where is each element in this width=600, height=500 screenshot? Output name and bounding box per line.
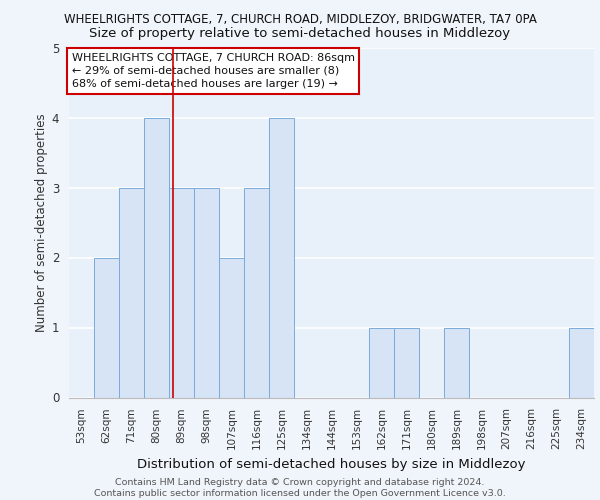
Bar: [444, 328, 469, 398]
Bar: [144, 118, 169, 398]
Bar: [194, 188, 219, 398]
Bar: [219, 258, 244, 398]
Bar: [244, 188, 269, 398]
Bar: [169, 188, 194, 398]
Bar: [269, 118, 294, 398]
Bar: [369, 328, 394, 398]
Text: Contains HM Land Registry data © Crown copyright and database right 2024.
Contai: Contains HM Land Registry data © Crown c…: [94, 478, 506, 498]
Bar: [94, 258, 119, 398]
Bar: [569, 328, 594, 398]
Bar: [394, 328, 419, 398]
Text: WHEELRIGHTS COTTAGE, 7 CHURCH ROAD: 86sqm
← 29% of semi-detached houses are smal: WHEELRIGHTS COTTAGE, 7 CHURCH ROAD: 86sq…: [71, 53, 355, 89]
Text: Size of property relative to semi-detached houses in Middlezoy: Size of property relative to semi-detach…: [89, 28, 511, 40]
X-axis label: Distribution of semi-detached houses by size in Middlezoy: Distribution of semi-detached houses by …: [137, 458, 526, 470]
Text: WHEELRIGHTS COTTAGE, 7, CHURCH ROAD, MIDDLEZOY, BRIDGWATER, TA7 0PA: WHEELRIGHTS COTTAGE, 7, CHURCH ROAD, MID…: [64, 12, 536, 26]
Bar: [119, 188, 144, 398]
Y-axis label: Number of semi-detached properties: Number of semi-detached properties: [35, 113, 47, 332]
